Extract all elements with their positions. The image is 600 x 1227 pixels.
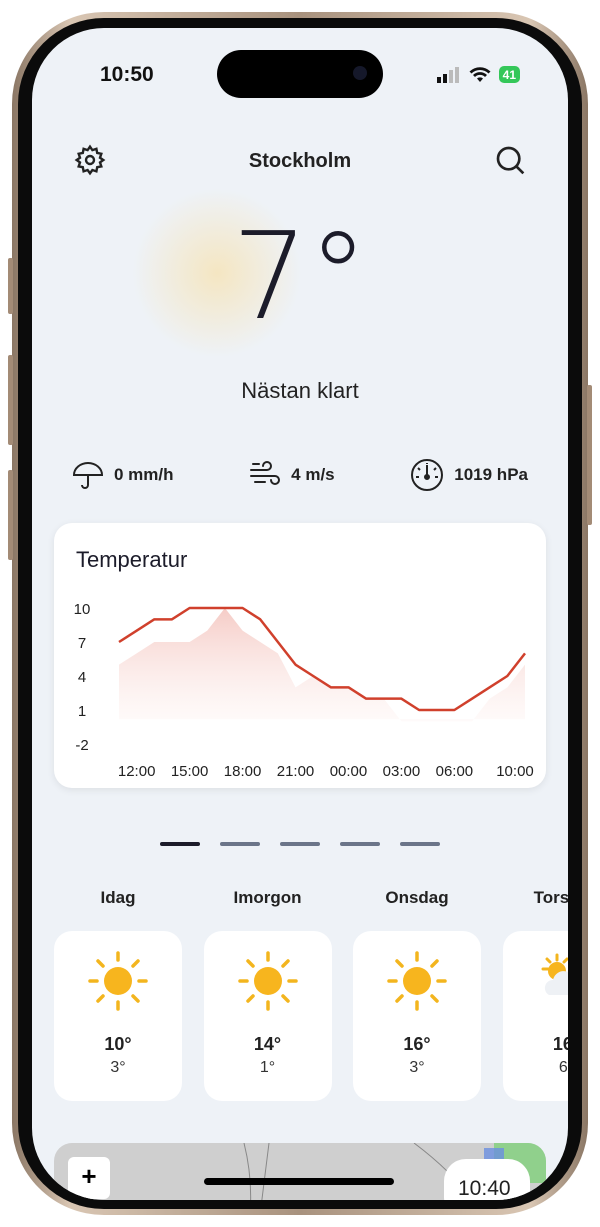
status-time: 10:50 bbox=[100, 63, 154, 86]
day-high: 16° bbox=[403, 1034, 431, 1054]
current-condition: Nästan klart bbox=[241, 378, 359, 403]
location-title: Stockholm bbox=[248, 150, 352, 172]
x-tick-label: 18:00 bbox=[224, 763, 262, 780]
y-tick-label: 1 bbox=[78, 703, 86, 720]
wifi-icon bbox=[469, 66, 491, 82]
temperature-chart: 10 7 4 1 -2 12:00 15:00 18:00 21:00 00:00 03:00 06:… bbox=[74, 601, 534, 780]
x-tick-label: 00:00 bbox=[330, 763, 368, 780]
screen: 10:50 41 Stockholm 7° Nästan klart 0 mm/… bbox=[32, 28, 568, 1200]
gauge-icon bbox=[411, 459, 444, 491]
pager-dot[interactable] bbox=[280, 842, 320, 846]
home-indicator bbox=[204, 1178, 394, 1185]
day-low: 3° bbox=[409, 1059, 425, 1076]
x-tick-label: 06:00 bbox=[436, 763, 474, 780]
day-card[interactable]: 16° 3° bbox=[353, 931, 481, 1101]
y-tick-label: 4 bbox=[78, 669, 86, 686]
pager-dot[interactable] bbox=[400, 842, 440, 846]
day-label: Torsdag bbox=[533, 888, 568, 907]
day-label: Idag bbox=[100, 888, 136, 907]
side-button bbox=[8, 470, 13, 560]
day-high: 16° bbox=[552, 1034, 568, 1054]
y-tick-label: 7 bbox=[78, 635, 86, 652]
wind-value: 4 m/s bbox=[291, 465, 335, 484]
side-button bbox=[8, 355, 13, 445]
battery-indicator: 41 bbox=[498, 66, 520, 83]
x-tick-label: 21:00 bbox=[277, 763, 315, 780]
radar-map[interactable]: + 10:40 bbox=[54, 1143, 546, 1200]
status-icons: 41 bbox=[436, 66, 520, 83]
stat-wind: 4 m/s bbox=[249, 461, 335, 489]
day-card[interactable]: 10° 3° bbox=[54, 931, 182, 1101]
temperature-line bbox=[118, 606, 526, 712]
day-low: 1° bbox=[259, 1059, 276, 1076]
stats-row: 0 mm/h 4 m/s 1019 hPa bbox=[72, 458, 528, 492]
feels-like-area bbox=[119, 608, 525, 722]
day-card[interactable]: 16° 6° bbox=[502, 931, 568, 1101]
search-icon[interactable] bbox=[494, 144, 526, 176]
side-button bbox=[8, 258, 13, 314]
day-label: Onsdag bbox=[385, 888, 449, 907]
day-high: 10° bbox=[104, 1034, 132, 1054]
day-label: Imorgon bbox=[233, 888, 302, 907]
x-tick-label: 12:00 bbox=[118, 763, 156, 780]
dynamic-island bbox=[217, 50, 383, 98]
pager bbox=[160, 842, 440, 846]
day-low: 6° bbox=[558, 1059, 568, 1076]
day-high: 14° bbox=[253, 1034, 282, 1054]
x-tick-label: 03:00 bbox=[383, 763, 421, 780]
precipitation-value: 0 mm/h bbox=[114, 465, 174, 484]
map-zoom-in-button[interactable]: + bbox=[68, 1157, 110, 1199]
day-card[interactable]: 14° 1° bbox=[203, 931, 332, 1101]
pager-dot[interactable] bbox=[220, 842, 260, 846]
map-time[interactable]: 10:40 bbox=[444, 1159, 530, 1200]
side-button bbox=[587, 385, 592, 525]
current-temperature: 7° bbox=[231, 208, 369, 347]
signal-icon bbox=[436, 66, 459, 83]
camera bbox=[353, 66, 367, 80]
gear-icon[interactable] bbox=[74, 144, 106, 176]
x-tick-label: 15:00 bbox=[171, 763, 209, 780]
umbrella-icon bbox=[72, 462, 104, 489]
stat-precipitation: 0 mm/h bbox=[72, 459, 174, 491]
chart-title: Temperatur bbox=[76, 547, 188, 572]
y-tick-label: 10 bbox=[74, 601, 91, 618]
stat-pressure: 1019 hPa bbox=[410, 458, 528, 492]
pressure-value: 1019 hPa bbox=[454, 465, 528, 484]
wind-icon bbox=[250, 461, 281, 485]
pager-dot[interactable] bbox=[340, 842, 380, 846]
pager-dot[interactable] bbox=[160, 842, 200, 846]
x-tick-label: 10:00 bbox=[496, 763, 534, 780]
temperature-chart-card: Temperatur 10 7 4 1 -2 12:00 15:00 18:00 21:00 00… bbox=[54, 523, 546, 788]
sun-glow bbox=[132, 188, 302, 358]
day-low: 3° bbox=[110, 1059, 126, 1076]
y-tick-label: -2 bbox=[75, 737, 88, 754]
